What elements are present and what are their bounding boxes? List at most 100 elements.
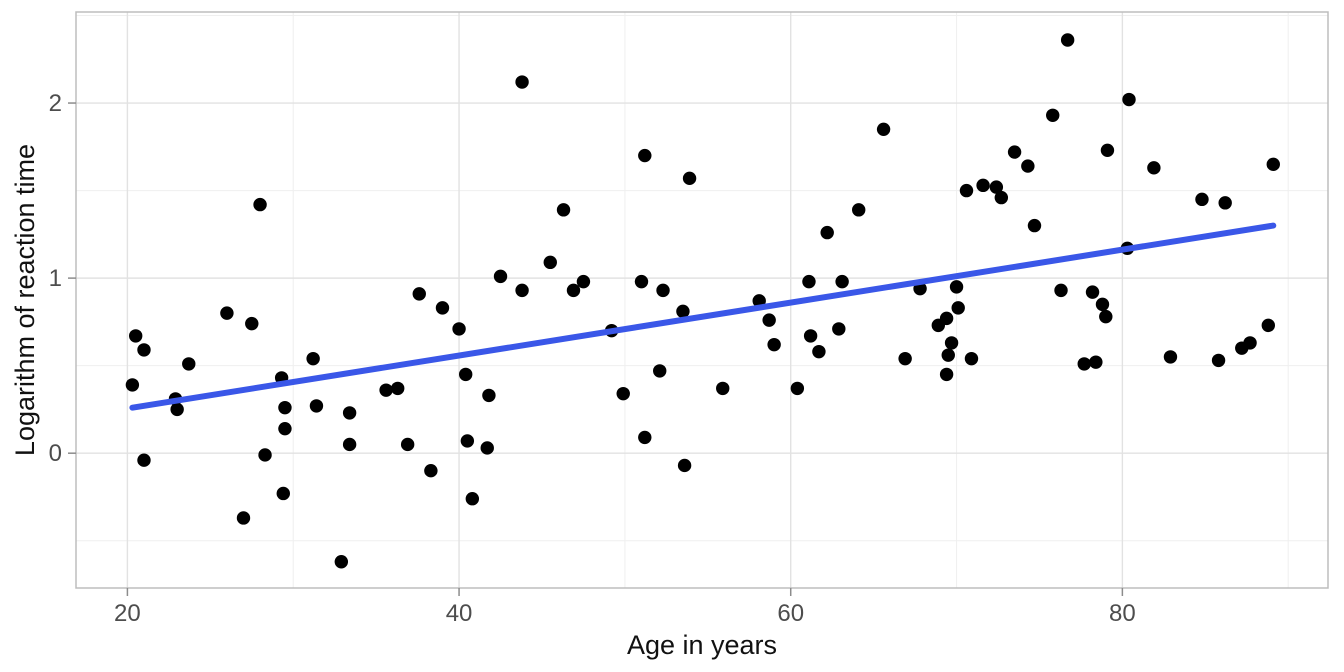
y-tick-label: 2 [49,90,62,117]
data-point [493,269,508,284]
data-point [898,351,912,366]
data-point [182,357,196,371]
data-layer [125,33,1280,569]
data-point [306,351,320,366]
data-point [412,287,426,301]
data-point [465,492,480,506]
y-axis-title: Logarithm of reaction time [10,144,40,456]
data-point [1211,353,1226,368]
data-point [790,381,805,396]
data-point [634,274,649,289]
data-point [460,434,475,448]
data-point [391,381,405,396]
data-point [424,463,438,478]
data-point [342,406,357,420]
data-point [556,203,571,217]
data-point [278,421,292,436]
panel-border [75,11,1329,589]
data-point [976,178,990,193]
data-point [964,351,979,366]
data-point [1099,309,1113,324]
x-tick-label: 20 [114,600,141,627]
data-point [482,388,496,403]
data-point [309,399,324,413]
x-tick-label: 60 [777,600,804,627]
x-tick-label: 40 [446,600,473,627]
data-point [576,274,591,289]
data-point [543,255,557,270]
data-point [342,437,357,452]
data-point [1046,108,1060,122]
data-point [245,316,259,331]
trend-line [129,222,1277,411]
data-point [253,197,267,212]
data-point [616,386,630,401]
data-point [656,283,670,298]
data-point [716,381,730,396]
gridlines [75,11,1329,589]
data-point [682,171,697,186]
data-point [452,322,466,336]
data-point [802,274,816,289]
data-point [1266,157,1280,172]
data-point [835,274,849,289]
data-point [989,180,1004,194]
data-point [1243,336,1257,350]
data-point [458,367,473,382]
data-point [137,453,151,467]
x-tick-label: 80 [1109,600,1136,627]
data-point [832,322,846,336]
data-point [400,437,415,452]
data-point [949,280,964,294]
axis-ticks: 20 40 60 80 0 1 2 [49,90,1136,627]
data-point [1095,297,1110,312]
data-point [236,511,251,525]
data-point [515,75,529,89]
data-point [1054,283,1068,298]
data-point [276,486,290,501]
data-point [170,402,184,417]
data-point [653,364,667,378]
data-point [944,336,959,350]
data-point [820,225,834,240]
data-point [128,329,143,343]
data-point [941,348,955,362]
data-point [676,304,690,319]
data-point [767,337,781,352]
data-point [812,344,826,359]
data-point [803,329,818,343]
y-tick-label: 0 [49,440,62,467]
x-axis-title: Age in years [627,630,777,660]
data-point [1122,92,1136,107]
data-point [515,283,529,298]
axis-labels: Age in years Logarithm of reaction time [10,144,777,660]
data-point [852,203,866,217]
y-tick-label: 1 [49,265,62,292]
data-point [762,313,776,327]
data-point [1163,350,1178,364]
data-point [379,383,393,397]
data-point [566,283,581,298]
data-point [480,441,494,455]
data-point [1261,318,1276,333]
data-point [677,458,692,473]
data-point [959,183,974,198]
data-point [1100,143,1115,158]
data-point [1089,355,1103,369]
data-point [220,306,234,320]
data-point [638,148,652,163]
data-point [939,311,954,326]
data-point [1007,145,1022,159]
data-point [258,448,272,462]
data-point [435,301,450,315]
data-point [125,378,140,392]
data-point [876,122,891,137]
data-point [939,367,954,382]
data-point [137,343,151,357]
data-point [278,400,292,415]
data-point [638,430,652,445]
data-point [1147,161,1161,175]
data-point [951,301,965,315]
data-point [1195,192,1209,207]
